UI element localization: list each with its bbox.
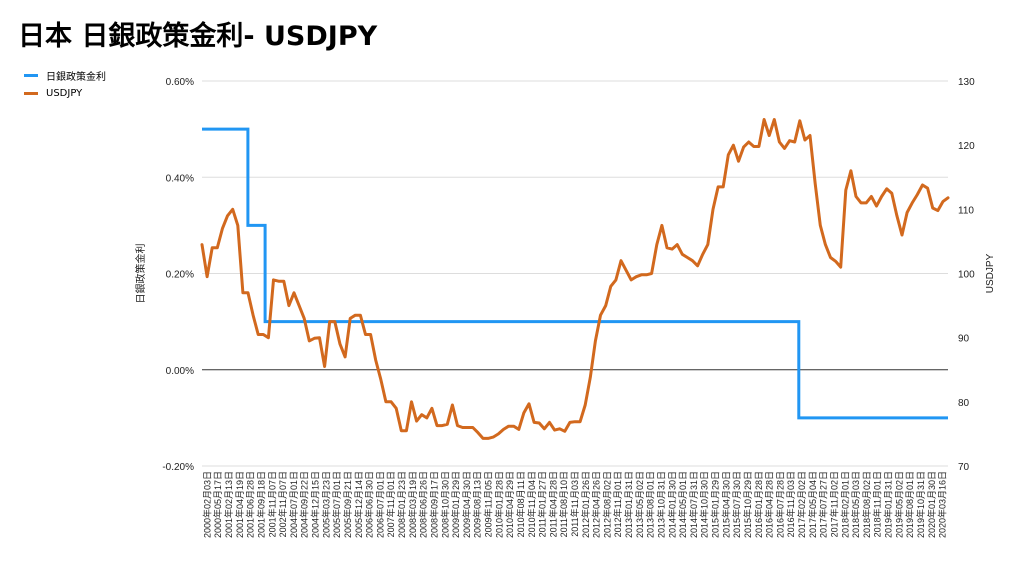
x-tick-label: 2005年07月01日 <box>331 471 342 538</box>
x-tick-label: 2018年08月02日 <box>861 471 872 538</box>
x-tick-label: 2000年05月17日 <box>212 471 223 538</box>
x-tick-label: 2001年06月28日 <box>245 471 256 538</box>
y-right-tick-label: 110 <box>958 205 974 216</box>
y-right-tick-label: 130 <box>958 77 975 88</box>
x-tick-label: 2013年05月02日 <box>634 471 645 538</box>
x-tick-label: 2005年03月23日 <box>320 471 331 538</box>
x-tick-label: 2010年04月29日 <box>504 471 515 538</box>
x-tick-label: 2013年08月01日 <box>645 471 656 538</box>
x-tick-label: 2015年07月30日 <box>731 471 742 538</box>
x-tick-label: 2016年11月03日 <box>785 471 796 537</box>
y-left-axis-title: 日銀政策金利 <box>134 244 147 304</box>
x-tick-label: 2014年10月30日 <box>699 471 710 538</box>
series-line-usdjpy <box>200 118 950 440</box>
x-tick-label: 2015年10月29日 <box>742 471 753 538</box>
x-tick-label: 2011年08月10日 <box>558 471 569 537</box>
x-tick-label: 2000年02月03日 <box>201 471 212 538</box>
x-tick-label: 2004年07月01日 <box>288 471 299 538</box>
x-tick-label: 2016年01月28日 <box>753 471 764 538</box>
x-tick-label: 2016年04月28日 <box>764 471 775 538</box>
legend-swatch-usdjpy <box>24 91 38 95</box>
x-tick-label: 2011年11月03日 <box>569 471 580 537</box>
x-tick-label: 2013年01月31日 <box>623 471 634 538</box>
legend-item-boj: 日銀政策金利 <box>24 66 106 84</box>
x-tick-label: 2014年07月31日 <box>688 471 699 538</box>
x-tick-label: 2016年07月28日 <box>774 471 785 538</box>
x-tick-label: 2005年12月14日 <box>353 471 364 538</box>
y-right-tick-label: 120 <box>958 141 975 152</box>
x-tick-label: 2020年03月16日 <box>937 471 948 538</box>
x-tick-label: 2011年04月28日 <box>547 471 558 537</box>
x-tick-label: 2007年11月01日 <box>385 471 396 537</box>
x-tick-label: 2014年05月01日 <box>677 471 688 538</box>
y-left-tick-label: 0.00% <box>166 366 194 377</box>
x-tick-label: 2009年08月13日 <box>472 471 483 538</box>
y-right-tick-label: 100 <box>958 270 975 281</box>
x-tick-label: 2018年05月03日 <box>850 471 861 538</box>
x-tick-label: 2004年12月15日 <box>310 471 321 538</box>
x-tick-label: 2010年08月11日 <box>515 471 526 537</box>
x-tick-label: 2012年08月02日 <box>601 471 612 538</box>
x-tick-label: 2008年10月30日 <box>439 471 450 538</box>
x-tick-label: 2012年04月26日 <box>591 471 602 538</box>
x-tick-label: 2019年10月31日 <box>915 471 926 538</box>
x-tick-label: 2014年01月30日 <box>666 471 677 538</box>
x-tick-label: 2019年08月01日 <box>904 471 915 538</box>
x-tick-label: 2001年02月13日 <box>223 471 234 538</box>
chart-title: 日本 日銀政策金利- USDJPY <box>18 21 378 52</box>
x-tick-label: 2008年06月26日 <box>418 471 429 538</box>
legend: 日銀政策金利 USDJPY <box>24 66 106 102</box>
x-tick-label: 2001年11月07日 <box>266 471 277 537</box>
x-tick-label: 2013年10月31日 <box>655 471 666 538</box>
y-right-tick-label: 70 <box>958 462 970 473</box>
x-tick-label: 2009年11月05日 <box>483 471 494 537</box>
x-tick-label: 2011年01月27日 <box>537 471 548 537</box>
x-tick-label: 2001年09月18日 <box>255 471 266 538</box>
y-right-axis-title: USDJPY <box>985 253 996 293</box>
x-tick-label: 2010年01月28日 <box>493 471 504 538</box>
series-line-boj <box>202 127 948 420</box>
x-tick-label: 2019年05月02日 <box>893 471 904 538</box>
x-tick-label: 2005年09月21日 <box>342 471 353 538</box>
x-tick-label: 2018年11月01日 <box>872 471 883 537</box>
legend-label-boj: 日銀政策金利 <box>46 71 106 83</box>
x-tick-label: 2017年02月02日 <box>796 471 807 538</box>
x-tick-label: 2008年03月19日 <box>407 471 418 538</box>
x-tick-label: 2010年11月04日 <box>526 471 537 537</box>
x-tick-label: 2018年02月01日 <box>839 471 850 538</box>
x-tick-label: 2012年01月26日 <box>580 471 591 538</box>
x-tick-label: 2017年05月04日 <box>807 471 818 538</box>
x-tick-label: 2008年01月23日 <box>396 471 407 538</box>
y-right-tick-label: 80 <box>958 398 970 409</box>
x-tick-label: 2017年11月02日 <box>828 471 839 537</box>
x-tick-label: 2020年01月30日 <box>926 471 937 538</box>
x-tick-label: 2009年01月29日 <box>450 471 461 538</box>
legend-label-usdjpy: USDJPY <box>46 87 83 99</box>
x-tick-label: 2002年11月07日 <box>277 471 288 537</box>
x-tick-label: 2009年04月30日 <box>461 471 472 538</box>
y-left-tick-label: 0.20% <box>166 270 194 281</box>
x-tick-label: 2004年09月22日 <box>299 471 310 538</box>
x-tick-label: 2019年01月31日 <box>883 471 894 538</box>
x-tick-label: 2008年09月17日 <box>428 471 439 538</box>
x-tick-label: 2001年04月19日 <box>234 471 245 538</box>
legend-item-usdjpy: USDJPY <box>24 84 106 102</box>
legend-swatch-boj <box>24 73 38 77</box>
y-left-tick-label: 0.40% <box>166 173 194 184</box>
y-left-tick-label: -0.20% <box>162 462 194 473</box>
x-tick-label: 2015年04月30日 <box>720 471 731 538</box>
x-tick-label: 2006年07月01日 <box>374 471 385 538</box>
x-tick-label: 2015年01月29日 <box>710 471 721 538</box>
x-tick-label: 2017年07月27日 <box>818 471 829 538</box>
x-tick-label: 2006年06月30日 <box>364 471 375 538</box>
y-left-tick-label: 0.60% <box>166 77 194 88</box>
x-tick-label: 2012年11月01日 <box>612 471 623 537</box>
y-right-tick-label: 90 <box>958 334 970 345</box>
